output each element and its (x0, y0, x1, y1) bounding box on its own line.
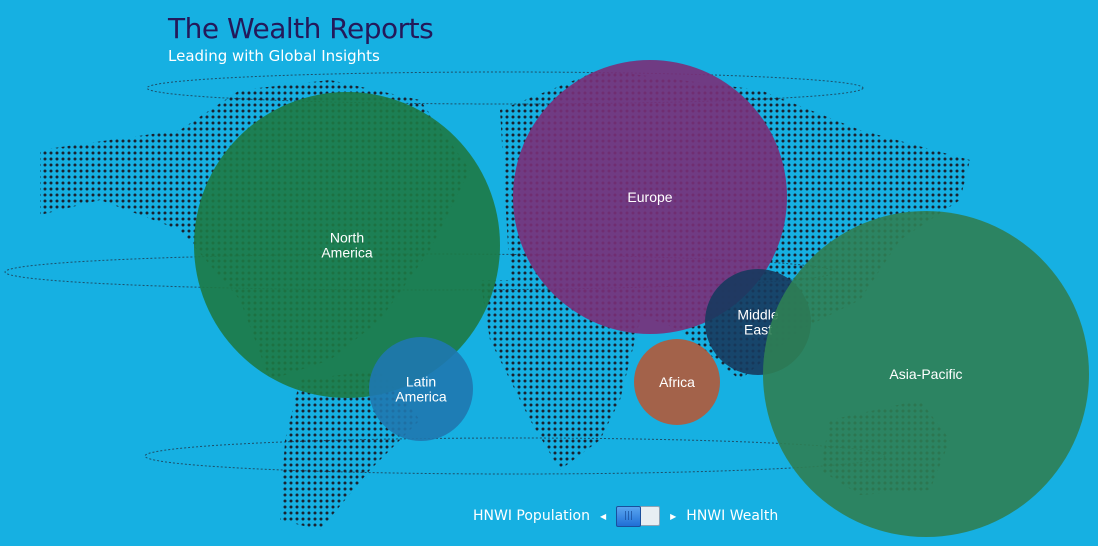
bubble-label-line: Europe (627, 189, 672, 205)
bubble-circle[interactable] (763, 211, 1089, 537)
bubble-circle[interactable] (194, 92, 500, 398)
region-bubble-latin-america[interactable]: Latin America (369, 337, 473, 441)
page-subtitle: Leading with Global Insights (168, 47, 380, 65)
bubble-label: Asia-Pacific (889, 366, 962, 382)
arrow-right-icon[interactable]: ▶ (670, 511, 677, 521)
bubble-label: North America (321, 230, 373, 261)
orbit-bottom (144, 437, 886, 475)
region-bubble-europe[interactable]: Europe (513, 60, 787, 334)
bubble-label-line: North (330, 230, 364, 246)
region-bubble-north-america[interactable]: North America (194, 92, 500, 398)
page-title: The Wealth Reports (168, 12, 434, 45)
bubble-label-line: America (395, 389, 447, 405)
bubble-label: Africa (659, 374, 695, 390)
switch-knob-grip-icon[interactable]: ||| (616, 506, 642, 527)
region-bubble-africa[interactable]: Africa (634, 339, 720, 425)
bubble-label-line: East (744, 322, 772, 338)
bubble-circle[interactable] (369, 337, 473, 441)
bubble-label: Europe (627, 189, 672, 205)
bubble-label: Middle East (737, 307, 778, 338)
bubble-label: Latin America (395, 374, 447, 405)
population-wealth-switch[interactable]: ||| (616, 506, 661, 527)
orbit-top (146, 71, 864, 105)
region-bubble-asia-pacific[interactable]: Asia-Pacific (763, 211, 1089, 537)
bubble-circle[interactable] (634, 339, 720, 425)
africa-landmass (480, 280, 640, 470)
toggle-right-label[interactable]: HNWI Wealth (686, 508, 779, 524)
bubble-label-line: Latin (406, 374, 436, 390)
toggle-left-label[interactable]: HNWI Population (473, 508, 590, 524)
metric-toggle: HNWI Population ◀ ||| ▶ HNWI Wealth (473, 506, 779, 527)
bubble-label-line: Africa (659, 374, 695, 390)
bubble-label-line: Asia-Pacific (889, 366, 962, 382)
arrow-left-icon[interactable]: ◀ (599, 511, 607, 521)
bubble-label-line: Middle (737, 307, 778, 323)
bubble-circle[interactable] (513, 60, 787, 334)
bubble-label-line: America (321, 245, 373, 261)
